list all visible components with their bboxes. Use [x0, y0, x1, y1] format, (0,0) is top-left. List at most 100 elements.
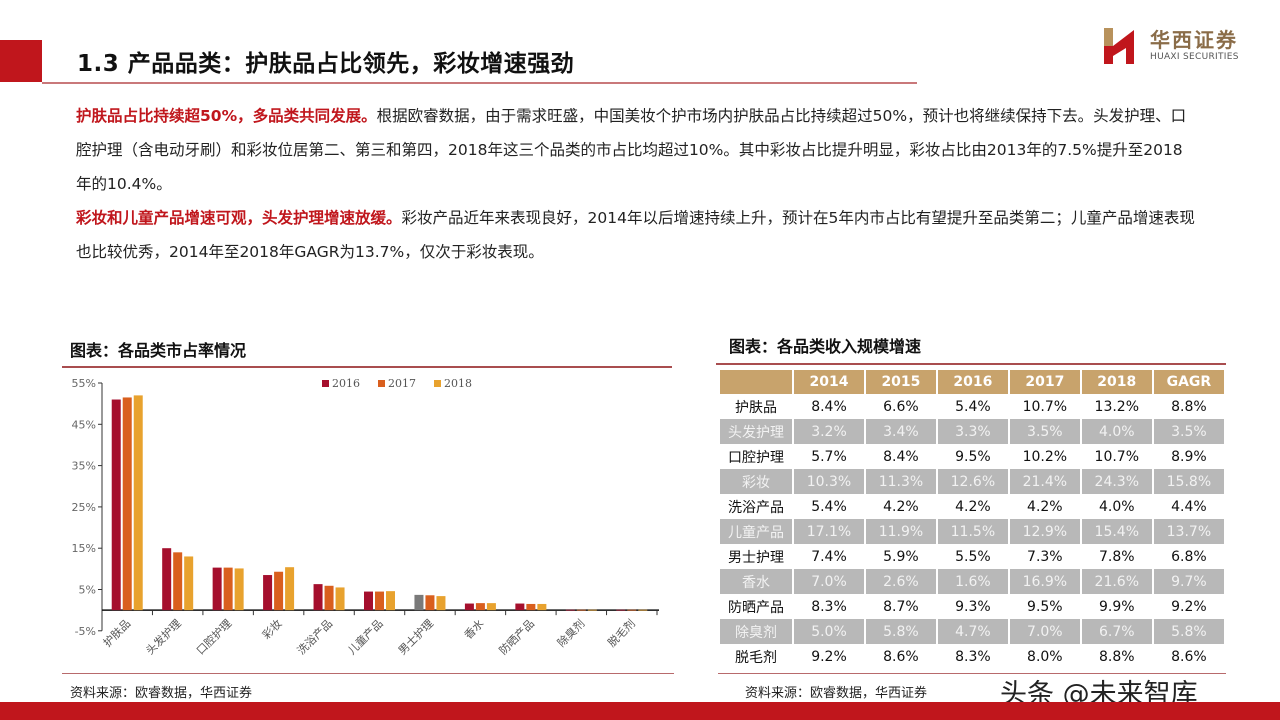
value-cell: 9.2% — [811, 648, 847, 665]
category-cell: 口腔护理 — [728, 449, 784, 466]
right-source-note: 资料来源：欧睿数据，华西证券 — [745, 686, 928, 701]
market-share-chart-title: 图表：各品类市占率情况 — [70, 341, 247, 360]
legend-item-2016: 2016 — [322, 377, 360, 390]
value-cell: 5.0% — [794, 619, 864, 644]
category-cell: 儿童产品 — [720, 519, 792, 544]
category-growth-table: 2014 2015 2016 2017 2018 GAGR 护肤品 8.4% 6.6% 5.4%… — [718, 370, 1226, 669]
bar-2018 — [486, 603, 496, 611]
y-tick-label: 55% — [72, 377, 96, 390]
x-category-label: 彩妆 — [260, 617, 285, 642]
bar-2016 — [565, 609, 575, 611]
value-cell: 8.8% — [1099, 648, 1135, 665]
bar-chart-canvas: -5% 5% 15% 25% 35% 45% 55% 护肤品 头发护理 口腔护理 彩妆 洗浴产品 儿童产… — [72, 377, 659, 657]
value-cell: 3.2% — [794, 419, 864, 444]
table-column-header: 2015 — [865, 370, 936, 394]
logo-english-name: HUAXI SECURITIES — [1150, 52, 1239, 62]
bar-2016 — [364, 591, 373, 611]
bar-2017 — [576, 609, 586, 611]
bar-2017 — [425, 595, 435, 611]
bar-2017 — [324, 585, 334, 611]
value-cell: 13.2% — [1094, 398, 1140, 415]
bar-2017 — [274, 571, 284, 611]
category-cell: 洗浴产品 — [728, 499, 784, 516]
value-cell: 3.4% — [865, 419, 936, 444]
paragraph-1-highlight: 护肤品占比持续超50%，多品类共同发展。 — [76, 107, 377, 125]
value-cell: 8.9% — [1171, 448, 1207, 465]
value-cell: 3.5% — [1153, 419, 1224, 444]
bar-2017 — [526, 603, 536, 611]
value-cell: 3.5% — [1009, 419, 1080, 444]
bar-2016 — [263, 575, 273, 611]
category-cell: 脱毛剂 — [735, 649, 777, 666]
x-category-label: 头发护理 — [143, 616, 184, 657]
growth-table-title: 图表：各品类收入规模增速 — [729, 337, 922, 356]
table-row: 洗浴产品 5.4% 4.2% 4.2% 4.2% 4.0% 4.4% — [720, 494, 1224, 519]
value-cell: 12.9% — [1009, 519, 1080, 544]
value-cell: 6.7% — [1081, 619, 1152, 644]
x-category-label: 洗浴产品 — [294, 616, 335, 657]
value-cell: 8.6% — [883, 648, 919, 665]
huaxi-logo-icon — [1104, 28, 1134, 64]
table-column-header: 2018 — [1081, 370, 1152, 394]
value-cell: 4.4% — [1171, 498, 1207, 515]
table-row: 脱毛剂 9.2% 8.6% 8.3% 8.0% 8.8% 8.6% — [720, 644, 1224, 669]
value-cell: 6.8% — [1171, 548, 1207, 565]
title-accent-bar — [0, 40, 42, 82]
legend-label: 2016 — [332, 377, 360, 390]
value-cell: 3.3% — [937, 419, 1008, 444]
value-cell: 4.0% — [1099, 498, 1135, 515]
x-category-label: 男士护理 — [395, 616, 436, 657]
chart-legend: 2016 2017 2018 — [322, 377, 472, 390]
paragraph-2-text: 彩妆产品近年来表现良好，2014年以后增速持续上升，预计在5年内市占比有望提升至… — [76, 209, 1195, 261]
x-category-label: 香水 — [462, 617, 487, 642]
bar-2018 — [386, 591, 395, 611]
value-cell: 7.4% — [811, 548, 847, 565]
value-cell: 8.4% — [883, 448, 919, 465]
bar-2016 — [616, 609, 626, 611]
y-tick-label: 45% — [72, 418, 96, 431]
value-cell: 8.3% — [955, 648, 991, 665]
y-tick-label: 25% — [72, 501, 96, 514]
paragraph-1: 护肤品占比持续超50%，多品类共同发展。根据欧睿数据，由于需求旺盛，中国美妆个护… — [76, 99, 1196, 201]
x-category-label: 儿童产品 — [345, 616, 386, 657]
title-divider — [42, 82, 917, 84]
value-cell: 5.9% — [883, 548, 919, 565]
table-row: 彩妆 10.3% 11.3% 12.6% 21.4% 24.3% 15.8% — [720, 469, 1224, 494]
table-row: 防晒产品 8.3% 8.7% 9.3% 9.5% 9.9% 9.2% — [720, 594, 1224, 619]
value-cell: 11.9% — [865, 519, 936, 544]
value-cell: 9.5% — [1027, 598, 1063, 615]
table-column-header: 2014 — [794, 370, 864, 394]
bar-2016 — [464, 603, 474, 611]
bar-2017 — [173, 552, 183, 611]
table-column-header: 2017 — [1009, 370, 1080, 394]
right-section-divider — [716, 363, 1226, 365]
legend-item-2018: 2018 — [434, 377, 472, 390]
value-cell: 4.2% — [1027, 498, 1063, 515]
value-cell: 8.8% — [1171, 398, 1207, 415]
value-cell: 5.8% — [1153, 619, 1224, 644]
value-cell: 5.4% — [955, 398, 991, 415]
y-tick-label: 15% — [72, 542, 96, 555]
table-row: 男士护理 7.4% 5.9% 5.5% 7.3% 7.8% 6.8% — [720, 544, 1224, 569]
x-category-label: 除臭剂 — [554, 616, 587, 649]
value-cell: 4.7% — [937, 619, 1008, 644]
bar-2018 — [133, 395, 143, 611]
value-cell: 4.2% — [955, 498, 991, 515]
value-cell: 4.2% — [883, 498, 919, 515]
value-cell: 9.7% — [1153, 569, 1224, 594]
bar-2016 — [212, 567, 222, 611]
bar-2017 — [627, 609, 637, 611]
category-cell: 除臭剂 — [720, 619, 792, 644]
bar-2016 — [515, 603, 525, 611]
table-row: 口腔护理 5.7% 8.4% 9.5% 10.2% 10.7% 8.9% — [720, 444, 1224, 469]
table-row: 头发护理 3.2% 3.4% 3.3% 3.5% 4.0% 3.5% — [720, 419, 1224, 444]
paragraph-1-text: 根据欧睿数据，由于需求旺盛，中国美妆个护市场内护肤品占比持续超过50%，预计也将… — [76, 107, 1187, 193]
category-cell: 彩妆 — [720, 469, 792, 494]
value-cell: 21.6% — [1081, 569, 1152, 594]
legend-label: 2018 — [444, 377, 472, 390]
right-bottom-divider — [718, 673, 1226, 674]
value-cell: 5.7% — [811, 448, 847, 465]
value-cell: 5.4% — [811, 498, 847, 515]
value-cell: 9.9% — [1099, 598, 1135, 615]
bar-2018 — [285, 567, 295, 611]
